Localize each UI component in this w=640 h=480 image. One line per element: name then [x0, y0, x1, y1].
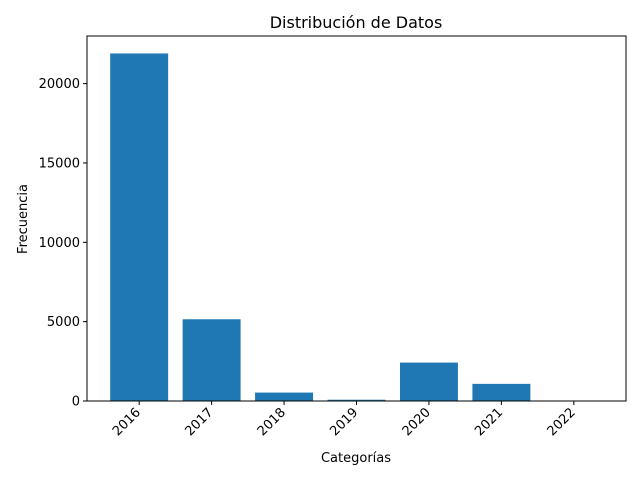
bar-2020: [399, 362, 458, 401]
x-tick-label-2017: 2017: [182, 405, 216, 439]
y-axis: 0 5000 10000 15000 20000: [39, 77, 87, 410]
y-tick-label: 0: [72, 395, 80, 410]
x-tick-label-2022: 2022: [545, 405, 579, 439]
y-tick-label: 20000: [39, 77, 80, 92]
y-tick-label: 5000: [47, 315, 80, 330]
x-tick-label-2018: 2018: [255, 405, 289, 439]
y-tick-label: 15000: [39, 156, 80, 171]
bar-2019: [327, 399, 386, 401]
bar-2018: [255, 392, 314, 401]
y-tick-label: 10000: [39, 236, 80, 251]
x-tick-label-2016: 2016: [110, 405, 144, 439]
y-axis-title: Frecuencia: [16, 184, 31, 254]
x-tick-label-2019: 2019: [327, 405, 361, 439]
bar-2016: [110, 53, 169, 402]
chart-title: Distribución de Datos: [270, 13, 443, 32]
bar-2021: [472, 383, 531, 401]
x-axis-title: Categorías: [321, 451, 391, 466]
bars-group: [110, 53, 603, 402]
x-tick-label-2020: 2020: [400, 405, 434, 439]
x-axis: 2016 2017 2018 2019 2020 2021 2022: [110, 401, 579, 439]
x-tick-label-2021: 2021: [472, 405, 506, 439]
bar-2017: [182, 319, 241, 401]
